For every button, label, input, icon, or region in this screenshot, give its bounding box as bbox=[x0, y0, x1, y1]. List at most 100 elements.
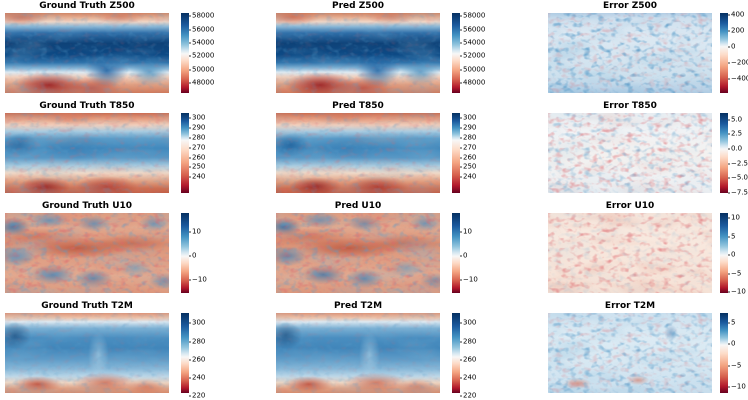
colorbar-tick-label: −10 bbox=[728, 287, 746, 296]
colorbar-tick-label: −10 bbox=[460, 275, 478, 284]
panel-error-t850: Error T850 5.0 2.5 0.0 −2.5 −5.0 −7.5 bbox=[548, 100, 748, 200]
panel-title: Pred Z500 bbox=[331, 1, 385, 11]
colorbar-tick-label: 240 bbox=[459, 172, 477, 181]
panel-title: Error T850 bbox=[603, 101, 657, 111]
colorbar-tick-label: 5 bbox=[727, 232, 736, 241]
heatmap-pred-u10 bbox=[276, 213, 440, 293]
noise-texture-overlay bbox=[276, 13, 440, 93]
colorbar-tick-label: −2.5 bbox=[728, 159, 748, 168]
colorbar-tick-label: 10 bbox=[189, 227, 201, 236]
colorbar bbox=[452, 113, 460, 193]
colorbar-tick-label: 0 bbox=[727, 250, 736, 259]
colorbar-tick-label: 400 bbox=[727, 10, 745, 19]
panel-title: Pred T850 bbox=[332, 101, 384, 111]
colorbar-tick-label: 0 bbox=[727, 339, 736, 348]
noise-texture-overlay bbox=[276, 113, 440, 193]
panel-title: Ground Truth T850 bbox=[39, 101, 135, 111]
colorbar-tick-labels: 10 0 −10 bbox=[459, 213, 488, 293]
colorbar-tick-label: 280 bbox=[188, 133, 206, 142]
colorbar-tick-label: 260 bbox=[188, 355, 206, 364]
colorbar-tick-label: 48000 bbox=[459, 78, 486, 87]
colorbar-tick-label: 290 bbox=[188, 123, 206, 132]
heatmap-error-u10 bbox=[548, 213, 712, 293]
colorbar-tick-label: 280 bbox=[188, 337, 206, 346]
heatmap-pred-z500 bbox=[276, 13, 440, 93]
panel-pred-z500: Pred Z500 58000 56000 54000 52000 50000 48000 bbox=[276, 0, 486, 100]
colorbar-tick-labels: 300 290 280 270 260 250 240 bbox=[188, 113, 217, 193]
colorbar-tick-label: 280 bbox=[459, 337, 477, 346]
colorbar-tick-label: 52000 bbox=[188, 51, 215, 60]
panel-ground-truth-z500: Ground Truth Z500 58000 56000 54000 52000 50… bbox=[5, 0, 215, 100]
colorbar-tick-label: 260 bbox=[188, 153, 206, 162]
colorbar-tick-label: 0 bbox=[727, 42, 736, 51]
heatmap-error-t850 bbox=[548, 113, 712, 193]
noise-texture-overlay bbox=[5, 213, 169, 293]
colorbar-tick-labels: 300 280 260 240 220 bbox=[188, 313, 217, 399]
noise-texture-overlay bbox=[5, 313, 169, 393]
colorbar-tick-label: 260 bbox=[459, 355, 477, 364]
colorbar-tick-label: 240 bbox=[459, 373, 477, 382]
colorbar-tick-label: 5 bbox=[727, 318, 736, 327]
colorbar bbox=[720, 313, 728, 393]
colorbar bbox=[181, 313, 189, 393]
colorbar-tick-label: 290 bbox=[459, 123, 477, 132]
noise-texture-overlay bbox=[276, 313, 440, 393]
heatmap-pred-t850 bbox=[276, 113, 440, 193]
panel-pred-t850: Pred T850 300 290 280 270 260 250 240 bbox=[276, 100, 486, 200]
colorbar-tick-label: 0 bbox=[459, 251, 468, 260]
colorbar-tick-labels: 58000 56000 54000 52000 50000 48000 bbox=[188, 11, 217, 93]
heatmap-error-t2m bbox=[548, 313, 712, 393]
colorbar-tick-label: 10 bbox=[460, 227, 472, 236]
colorbar-tick-label: 56000 bbox=[459, 25, 486, 34]
noise-texture-overlay bbox=[548, 213, 712, 293]
noise-texture-overlay bbox=[548, 313, 712, 393]
colorbar-tick-label: 250 bbox=[188, 162, 206, 171]
panel-title: Ground Truth T2M bbox=[41, 301, 133, 311]
colorbar-tick-labels: 400 200 0 −200 −400 bbox=[727, 10, 748, 93]
colorbar-tick-labels: 5.0 2.5 0.0 −2.5 −5.0 −7.5 bbox=[727, 113, 748, 196]
panel-error-z500: Error Z500 400 200 0 −200 −400 bbox=[548, 0, 748, 100]
colorbar-tick-label: 220 bbox=[188, 391, 206, 400]
colorbar-tick-label: 50000 bbox=[188, 65, 215, 74]
colorbar-tick-labels: 300 280 260 240 220 bbox=[459, 313, 488, 399]
panel-error-t2m: Error T2M 5 0 −5 −10 bbox=[548, 300, 748, 400]
panel-pred-t2m: Pred T2M 300 280 260 240 220 bbox=[276, 300, 486, 400]
panel-error-u10: Error U10 10 5 0 −5 −10 bbox=[548, 200, 748, 300]
noise-texture-overlay bbox=[5, 113, 169, 193]
panel-title: Error Z500 bbox=[602, 1, 658, 11]
colorbar-tick-label: 0 bbox=[188, 251, 197, 260]
colorbar bbox=[181, 13, 189, 93]
colorbar-tick-label: 58000 bbox=[188, 11, 215, 20]
colorbar-tick-labels: 58000 56000 54000 52000 50000 48000 bbox=[459, 12, 488, 93]
colorbar-tick-label: 280 bbox=[459, 133, 477, 142]
colorbar-tick-label: −200 bbox=[727, 59, 748, 66]
colorbar-tick-label: 260 bbox=[459, 153, 477, 162]
panel-ground-truth-u10: Ground Truth U10 10 0 −10 bbox=[5, 200, 215, 300]
colorbar-tick-label: −5 bbox=[727, 361, 742, 370]
colorbar-tick-label: 48000 bbox=[188, 78, 215, 87]
colorbar bbox=[720, 213, 728, 293]
noise-texture-overlay bbox=[276, 213, 440, 293]
colorbar-tick-label: 54000 bbox=[459, 38, 486, 47]
panel-title: Ground Truth U10 bbox=[41, 201, 133, 211]
panel-pred-u10: Pred U10 10 0 −10 bbox=[276, 200, 486, 300]
colorbar-tick-labels: 300 290 280 270 260 250 240 bbox=[459, 113, 488, 193]
colorbar bbox=[452, 213, 460, 293]
colorbar-tick-label: 10 bbox=[728, 213, 740, 222]
colorbar-tick-label: −400 bbox=[727, 75, 748, 82]
colorbar-tick-label: 52000 bbox=[459, 51, 486, 60]
heatmap-ground-truth-t2m bbox=[5, 313, 169, 393]
colorbar-tick-label: 5.0 bbox=[727, 115, 743, 124]
heatmap-pred-t2m bbox=[276, 313, 440, 393]
colorbar bbox=[720, 113, 728, 193]
panel-title: Error U10 bbox=[605, 201, 655, 211]
colorbar bbox=[452, 13, 460, 93]
colorbar bbox=[181, 113, 189, 193]
colorbar-tick-labels: 5 0 −5 −10 bbox=[727, 313, 748, 393]
colorbar-tick-label: 270 bbox=[459, 143, 477, 152]
colorbar-tick-label: 300 bbox=[188, 113, 206, 122]
panel-title: Pred T2M bbox=[333, 301, 383, 311]
colorbar-tick-label: −10 bbox=[728, 382, 746, 391]
colorbar-tick-label: 300 bbox=[459, 318, 477, 327]
